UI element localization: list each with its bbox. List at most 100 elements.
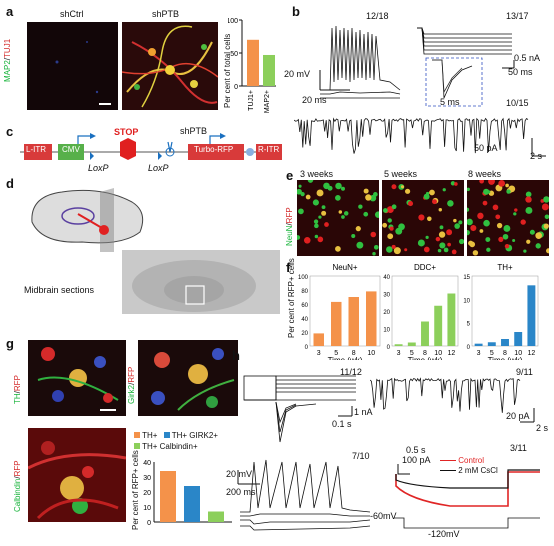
g-ytick-label: 20 <box>143 490 151 497</box>
f-ytick-label: 5 <box>467 322 471 328</box>
cell-dot <box>470 225 477 232</box>
f-xtick-label: 8 <box>352 350 356 357</box>
panel-h-legend: Control 2 mM CsCl <box>440 456 498 476</box>
f-xtick-label: 10 <box>367 350 375 357</box>
cell-dot <box>479 229 484 233</box>
current-step-traces <box>417 27 515 107</box>
cell-dot <box>454 223 460 229</box>
cell-dot <box>314 223 319 229</box>
f-ytick-label: 60 <box>301 303 308 309</box>
cell-dot <box>505 183 509 188</box>
f-xtick-label: 12 <box>528 350 536 357</box>
rfp-stain-e: RFP <box>285 207 294 224</box>
cell-dot <box>447 200 454 207</box>
cell-dot <box>321 210 327 216</box>
f-xtick-label: 10 <box>514 350 522 357</box>
micrograph-shptb-svg <box>121 25 219 108</box>
panel-label-a: a <box>6 4 14 19</box>
cell-dot <box>465 207 470 212</box>
cell-dot <box>317 236 324 243</box>
cell-dot <box>343 211 349 216</box>
f-ytick-label: 15 <box>463 275 470 281</box>
mouse-brain-schematic <box>31 188 144 252</box>
f-xtick-label: 3 <box>397 350 401 357</box>
cell-dot <box>432 199 437 205</box>
cell-dot <box>417 239 425 247</box>
f-bar-1-3 <box>434 305 443 346</box>
g-ytick-label: 40 <box>143 460 151 467</box>
g-ytick-label: 30 <box>143 475 151 482</box>
panel-label-h: h <box>232 348 240 363</box>
cell-dot <box>365 194 372 201</box>
scale-20ms: 20 ms <box>302 95 327 105</box>
cell-dot <box>495 214 501 220</box>
ratio-7-10: 7/10 <box>352 451 370 461</box>
cell-dot <box>523 249 527 253</box>
spontaneous-psc-trace-h <box>370 377 535 423</box>
micrograph-th-rfp-svg <box>37 347 119 411</box>
f-xtick-label: 10 <box>434 350 442 357</box>
cell-dot <box>544 214 550 220</box>
map2-stain: MAP2 <box>3 60 12 82</box>
micrograph-3-weeks <box>295 177 382 256</box>
f-title-2: TH+ <box>497 263 513 272</box>
th-stain: TH <box>13 393 22 404</box>
f-bar-1-4 <box>447 293 456 346</box>
loxp-2: LoxP <box>148 163 169 173</box>
cell-dot <box>323 182 330 190</box>
cell-dot <box>363 211 369 217</box>
tuj1-stain: TUJ1 <box>3 38 12 58</box>
micrograph-shctrl-svg <box>55 41 111 105</box>
cell-dot <box>466 187 470 192</box>
f-ytick-label: 20 <box>301 331 308 337</box>
panel-f-charts: NeuN+02040608010035810Time (wk)DDC+01020… <box>298 263 539 360</box>
cell-dot <box>425 235 429 239</box>
scale-20mv: 20 mV <box>284 69 311 79</box>
cell-dot <box>543 196 550 203</box>
cell-dot <box>450 181 456 186</box>
ratio-12-18: 12/18 <box>366 11 389 21</box>
f-ytick-label: 100 <box>298 275 309 281</box>
cell-dot <box>443 247 449 253</box>
cell-dot <box>458 238 465 245</box>
cell-dot <box>525 206 533 214</box>
cell-dot <box>321 205 326 210</box>
cell-dot <box>372 251 376 256</box>
box-stop: STOP <box>114 127 139 137</box>
a-ytick-label: 50 <box>230 51 238 58</box>
scale-5ms: 5 ms <box>440 97 460 107</box>
cell-dot <box>526 239 531 244</box>
girk2-stain: Girk2 <box>127 384 136 404</box>
legend-th: TH+ TH+ GIRK2+ <box>134 430 218 441</box>
box-litr: L-ITR <box>26 145 46 154</box>
g-bar-0 <box>160 471 176 522</box>
cell-dot <box>482 200 488 206</box>
f-title-1: DDC+ <box>414 263 436 272</box>
micrograph-8-weeks <box>464 178 552 256</box>
f-bar-2-3 <box>514 332 523 346</box>
rfp-stain-g3: RFP <box>13 460 22 477</box>
scale-0-5na: 0.5 nA <box>514 53 541 63</box>
label-minus60mv: -60mV <box>370 511 397 521</box>
panel-label-f: f <box>286 260 291 275</box>
scale-1na: 1 nA <box>354 407 373 417</box>
cell-dot <box>391 244 396 249</box>
cell-dot <box>442 188 446 192</box>
panel-g-stain3: Calbindin/RFP <box>13 460 22 512</box>
cell-dot <box>383 208 388 213</box>
a-xtick-label: TUJ1+ <box>248 90 255 111</box>
micrograph-shptb <box>121 22 219 110</box>
cell-dot <box>351 233 356 239</box>
f-ytick-label: 10 <box>383 328 390 334</box>
cell-dot <box>429 189 435 196</box>
shctrl-label: shCtrl <box>60 9 84 19</box>
micrograph-shctrl <box>27 22 118 110</box>
cell-dot <box>298 208 304 215</box>
cell-dot <box>464 230 470 236</box>
time-3-weeks: 3 weeks <box>300 169 334 179</box>
spontaneous-psc-trace <box>294 117 546 157</box>
cell-dot <box>525 191 532 198</box>
scale-50ms: 50 ms <box>508 67 533 77</box>
f-xtick-label: 3 <box>477 350 481 357</box>
a-ytick-label: 0 <box>234 84 238 91</box>
